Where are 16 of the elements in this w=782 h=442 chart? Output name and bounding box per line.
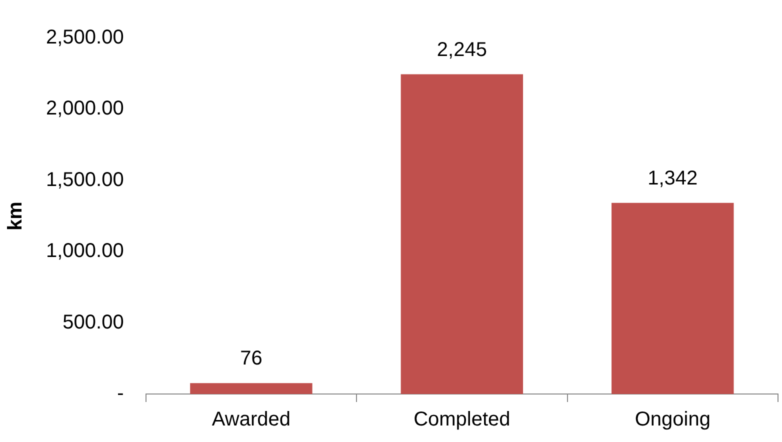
data-label: 2,245 [436,38,487,61]
x-tick-label: Ongoing [634,408,710,431]
data-label: 1,342 [648,167,698,190]
data-label: 76 [240,348,262,370]
bar [612,202,734,394]
x-tick-label: Awarded [212,408,290,431]
y-tick-label: 500.00 [62,311,124,334]
y-tick-label: 2,000.00 [46,98,124,120]
y-tick-label: - [117,382,124,405]
bar [400,74,524,394]
bar [190,383,312,394]
x-tick-label: Completed [414,408,510,431]
y-tick-label: 2,500.00 [46,26,124,49]
y-axis-title: km [4,202,27,230]
y-tick-label: 1,000.00 [46,240,124,262]
y-tick-label: 1,500.00 [46,168,124,191]
